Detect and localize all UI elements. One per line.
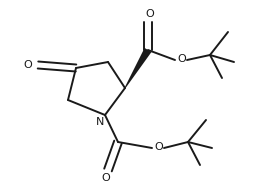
Text: O: O: [102, 173, 110, 183]
Text: O: O: [178, 54, 186, 64]
Polygon shape: [124, 48, 151, 88]
Text: O: O: [146, 9, 154, 19]
Text: O: O: [155, 142, 163, 152]
Text: O: O: [24, 60, 32, 70]
Text: N: N: [96, 117, 104, 127]
